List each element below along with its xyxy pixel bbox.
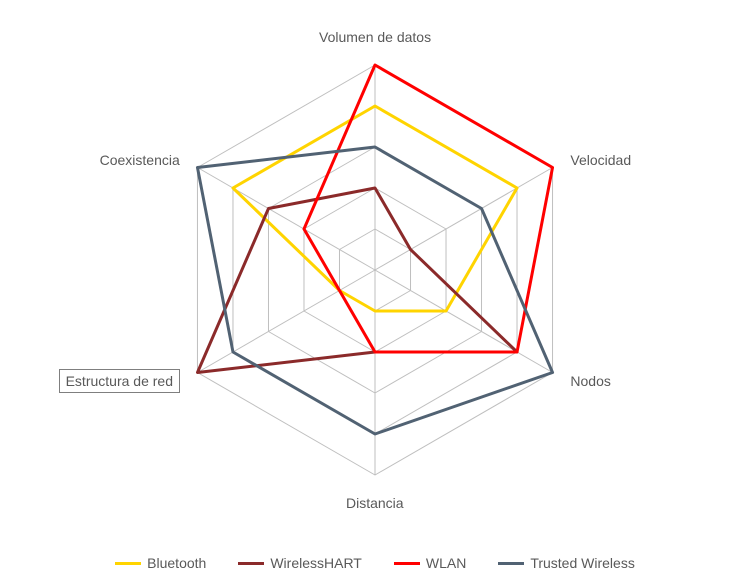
radar-chart: Volumen de datos Velocidad Nodos Distanc…	[0, 0, 750, 579]
legend-swatch-trusted-wireless	[498, 562, 524, 565]
axis-label-2: Nodos	[570, 373, 610, 389]
axis-label-5: Coexistencia	[100, 152, 180, 168]
legend-item-wlan: WLAN	[394, 555, 466, 571]
axis-label-0: Volumen de datos	[319, 29, 431, 45]
legend-swatch-wlan	[394, 562, 420, 565]
legend-item-wirelesshart: WirelessHART	[238, 555, 362, 571]
axis-label-3: Distancia	[346, 495, 404, 511]
axis-label-1: Velocidad	[570, 152, 631, 168]
legend: Bluetooth WirelessHART WLAN Trusted Wire…	[0, 555, 750, 571]
legend-swatch-wirelesshart	[238, 562, 264, 565]
legend-swatch-bluetooth	[115, 562, 141, 565]
radar-svg	[0, 0, 750, 520]
legend-label: Bluetooth	[147, 555, 206, 571]
axis-label-4: Estructura de red	[59, 369, 180, 393]
legend-label: WirelessHART	[270, 555, 362, 571]
legend-label: WLAN	[426, 555, 466, 571]
legend-item-trusted-wireless: Trusted Wireless	[498, 555, 635, 571]
legend-label: Trusted Wireless	[530, 555, 635, 571]
legend-item-bluetooth: Bluetooth	[115, 555, 206, 571]
